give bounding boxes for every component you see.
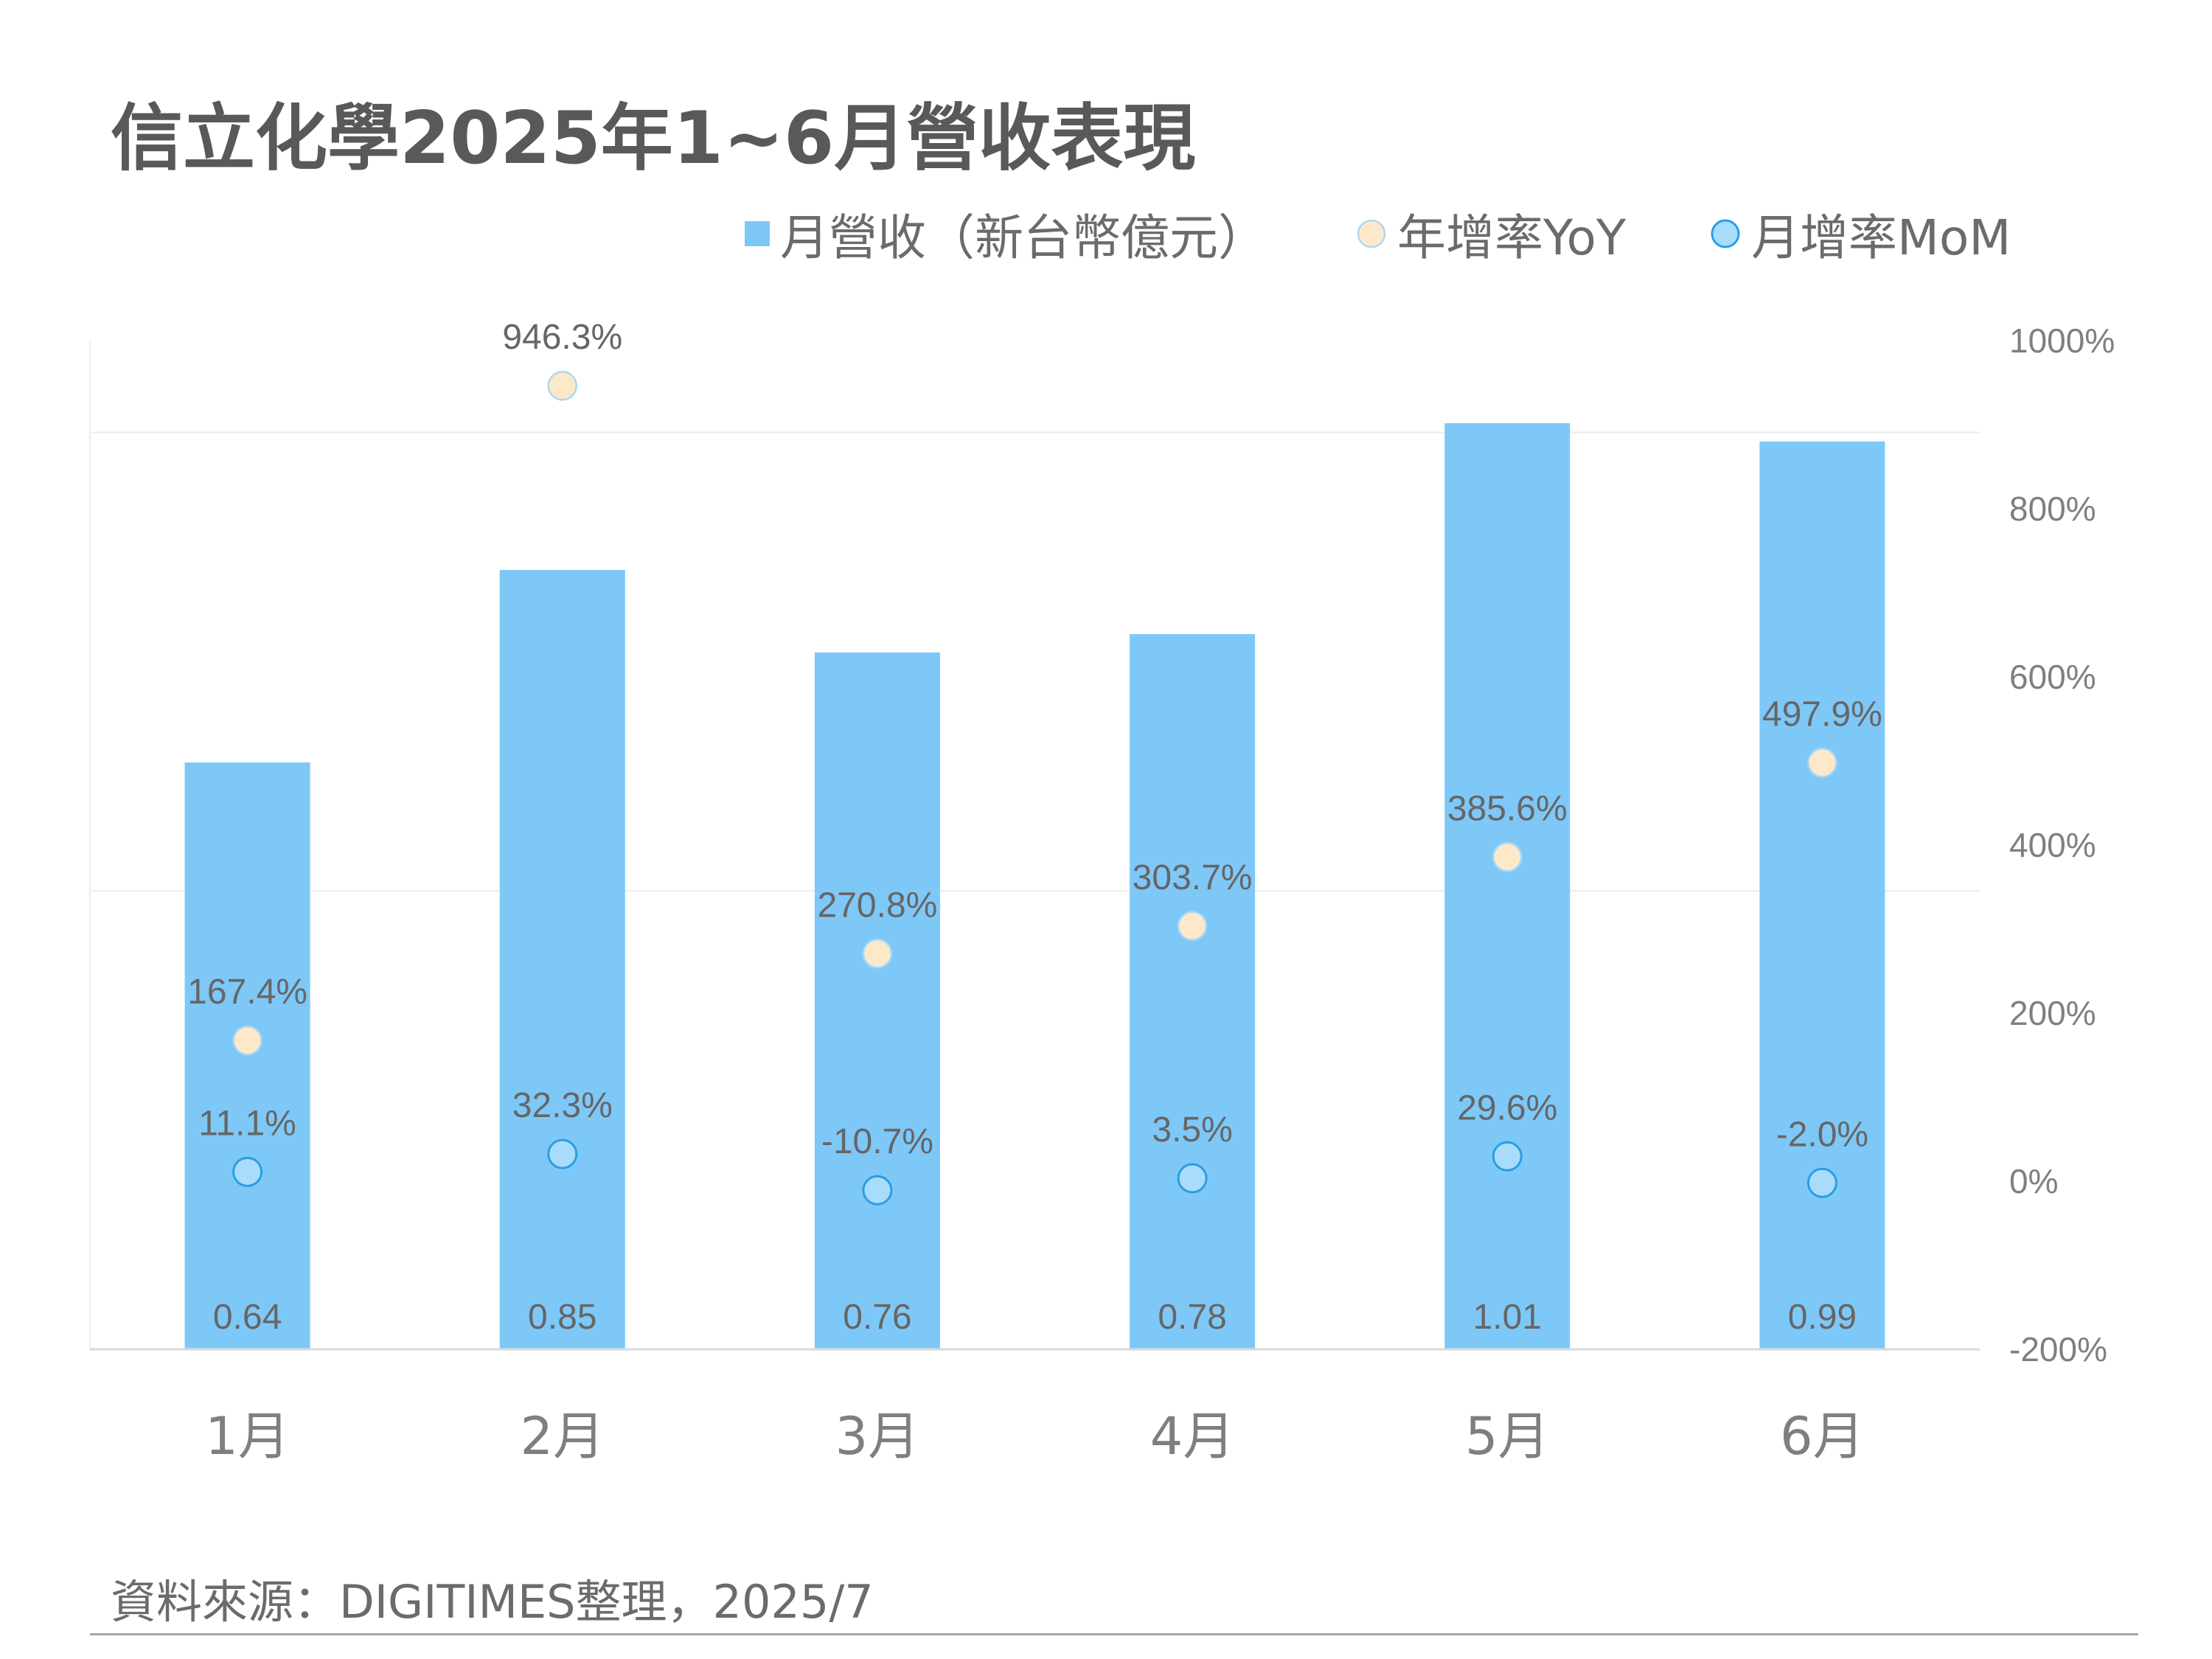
yoy-point [862, 939, 893, 969]
chart-title: 信立化學2025年1~6月營收表現 [111, 97, 1196, 181]
y-right-tick-label: 0% [2009, 1162, 2058, 1200]
y-right-tick-label: 200% [2009, 994, 2096, 1032]
y-right-tick-label: 400% [2009, 826, 2096, 864]
yoy-label: 497.9% [1762, 695, 1882, 734]
yoy-point [547, 370, 577, 401]
revenue-bar [499, 569, 625, 1349]
mom-label: 32.3% [512, 1086, 613, 1125]
y-right-tick-label: -200% [2009, 1330, 2107, 1368]
bar-layer [184, 422, 1885, 1349]
revenue-label: 0.64 [213, 1298, 282, 1337]
y-right-tick-label: 600% [2009, 658, 2096, 696]
revenue-label: 1.01 [1473, 1298, 1542, 1337]
revenue-bar [1130, 633, 1256, 1349]
source-note: 資料來源：DIGITIMES整理，2025/7 [111, 1575, 874, 1629]
legend-label-mom: 月增率MoM [1751, 209, 2011, 266]
legend-label-revenue: 月營收（新台幣億元） [780, 209, 1267, 266]
revenue-label: 0.99 [1788, 1298, 1857, 1337]
x-category-label: 6月 [1780, 1406, 1865, 1467]
mom-point [1806, 1167, 1837, 1198]
axis-layer: 1000% 800% 600% 400% 200% 0% -200% 1月 2月 3月 4月 5月 6月 [89, 321, 2115, 1467]
yoy-label: 270.8% [818, 886, 938, 925]
yoy-label: 303.7% [1133, 858, 1253, 897]
yoy-label: 946.3% [502, 318, 622, 357]
y-right-tick-label: 800% [2009, 490, 2096, 528]
x-category-label: 4月 [1150, 1406, 1235, 1467]
mom-point [862, 1175, 893, 1206]
x-category-label: 5月 [1465, 1406, 1550, 1467]
revenue-bar [1759, 441, 1885, 1349]
revenue-label: 0.85 [528, 1298, 597, 1337]
legend: 月營收（新台幣億元） 年增率YoY 月增率MoM [745, 209, 2011, 266]
legend-label-yoy: 年增率YoY [1397, 209, 1627, 266]
legend-marker-mom [1711, 219, 1740, 248]
mom-label: 11.1% [198, 1104, 296, 1143]
yoy-label: 167.4% [187, 973, 307, 1012]
mom-label: 29.6% [1457, 1088, 1557, 1127]
yoy-label: 385.6% [1447, 789, 1568, 828]
mom-label: 3.5% [1152, 1110, 1232, 1150]
grid-layer [90, 431, 1980, 892]
revenue-label: 0.76 [843, 1298, 911, 1337]
mom-point [547, 1138, 578, 1169]
yoy-point [1492, 842, 1523, 872]
legend-swatch-revenue [745, 221, 770, 246]
mom-point [232, 1156, 263, 1187]
point-layer [232, 370, 1837, 1206]
y-right-tick-label: 1000% [2009, 321, 2115, 360]
mom-label: -10.7% [821, 1122, 933, 1161]
mom-point [1177, 1163, 1208, 1194]
label-layer: 0.64 0.85 0.76 0.78 1.01 0.99 167.4% 946.3% 270.… [187, 318, 1882, 1337]
x-category-label: 1月 [205, 1406, 290, 1467]
revenue-label: 0.78 [1158, 1298, 1226, 1337]
revenue-bar [184, 762, 310, 1349]
yoy-point [232, 1025, 262, 1056]
x-category-label: 3月 [835, 1406, 920, 1467]
yoy-point [1177, 911, 1208, 942]
revenue-bar [1444, 422, 1571, 1349]
x-category-label: 2月 [520, 1406, 605, 1467]
revenue-bar [814, 652, 940, 1349]
legend-marker-yoy [1357, 219, 1386, 248]
yoy-point [1807, 748, 1837, 778]
footer-divider [90, 1633, 2138, 1635]
mom-point [1492, 1141, 1523, 1172]
mom-label: -2.0% [1776, 1115, 1868, 1154]
